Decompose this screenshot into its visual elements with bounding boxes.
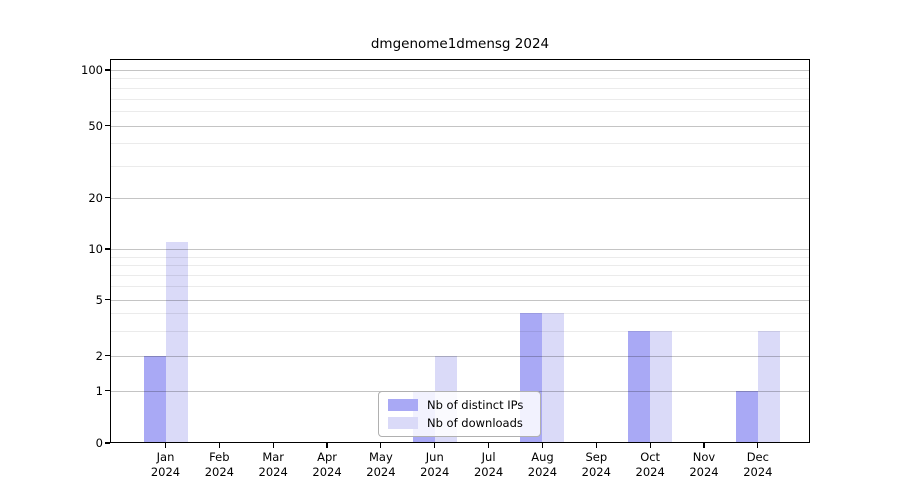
y-tick-mark — [105, 124, 110, 127]
minor-gridline — [111, 330, 809, 332]
x-axis-tick-label: Feb 2024 — [187, 450, 251, 480]
y-axis-tick-label: 10 — [88, 242, 103, 256]
y-axis-tick-label: 50 — [88, 118, 103, 133]
x-axis-tick-label: Jul 2024 — [457, 450, 521, 480]
x-tick-month: Apr — [317, 450, 337, 464]
x-tick-year: 2024 — [420, 465, 450, 479]
major-gridline — [111, 125, 809, 127]
x-tick-month: Jan — [156, 450, 175, 464]
y-tick-mark — [105, 298, 110, 301]
x-tick-mark — [380, 443, 382, 448]
x-tick-year: 2024 — [743, 465, 773, 479]
x-tick-year: 2024 — [581, 465, 611, 479]
minor-gridline — [111, 98, 809, 100]
major-gridline — [111, 355, 809, 357]
legend-label: Nb of distinct IPs — [427, 398, 524, 412]
x-axis-tick-label: Jan 2024 — [134, 450, 198, 480]
minor-gridline — [111, 256, 809, 258]
x-tick-month: Mar — [262, 450, 285, 464]
y-tick-mark — [105, 248, 110, 250]
x-tick-mark — [272, 443, 274, 448]
bar-distinct-ips[interactable] — [735, 390, 758, 443]
y-tick-mark — [105, 354, 110, 357]
legend-item[interactable]: Nb of distinct IPs — [388, 398, 531, 412]
x-tick-year: 2024 — [150, 465, 181, 479]
x-axis-tick-label: Jun 2024 — [403, 450, 467, 480]
x-tick-month: Jun — [425, 450, 444, 464]
bar-downloads[interactable] — [165, 241, 188, 443]
bar-downloads[interactable] — [757, 330, 780, 443]
x-tick-mark — [703, 443, 705, 448]
bar-downloads[interactable] — [542, 313, 565, 443]
x-tick-year: 2024 — [366, 465, 396, 479]
minor-gridline — [111, 87, 809, 89]
x-axis-tick-label: Nov 2024 — [672, 450, 736, 480]
x-tick-month: Nov — [692, 450, 716, 464]
legend-item[interactable]: Nb of downloads — [388, 416, 531, 430]
x-tick-mark — [649, 443, 651, 448]
x-tick-year: 2024 — [258, 465, 288, 479]
y-axis-tick-label: 1 — [95, 383, 103, 398]
major-gridline — [111, 299, 809, 301]
legend-swatch — [388, 417, 418, 429]
x-tick-year: 2024 — [473, 465, 504, 479]
minor-gridline — [111, 286, 809, 288]
major-gridline — [111, 197, 809, 199]
minor-gridline — [111, 143, 809, 145]
y-axis-tick-label: 2 — [95, 348, 103, 363]
x-axis-tick-label: Aug 2024 — [510, 450, 574, 480]
x-tick-month: Sep — [585, 450, 608, 464]
plot-area — [111, 60, 809, 443]
x-tick-month: Aug — [531, 450, 554, 464]
y-axis-tick-label: 100 — [81, 63, 103, 77]
x-tick-mark — [164, 443, 167, 448]
x-axis-tick-label: Dec 2024 — [726, 450, 790, 480]
bar-distinct-ips[interactable] — [628, 330, 651, 443]
y-axis-tick-label: 5 — [95, 292, 103, 307]
chart-title: dmgenome1dmensg 2024 — [370, 36, 550, 52]
minor-gridline — [111, 313, 809, 315]
x-tick-year: 2024 — [689, 465, 719, 479]
minor-gridline — [111, 78, 809, 80]
y-tick-mark — [105, 69, 110, 71]
x-tick-year: 2024 — [204, 465, 234, 479]
x-tick-month: Jul — [481, 450, 496, 464]
x-tick-mark — [218, 443, 220, 448]
x-axis-tick-label: May 2024 — [349, 450, 413, 480]
bar-distinct-ips[interactable] — [143, 355, 166, 443]
legend-label: Nb of downloads — [427, 416, 523, 430]
major-gridline — [111, 249, 809, 250]
minor-gridline — [111, 165, 809, 167]
x-tick-mark — [757, 443, 759, 448]
bar-downloads[interactable] — [650, 330, 673, 443]
y-axis-tick-label: 20 — [88, 190, 103, 205]
x-tick-year: 2024 — [635, 465, 665, 479]
y-tick-mark — [105, 389, 110, 392]
x-tick-month: Feb — [209, 450, 230, 464]
x-tick-year: 2024 — [527, 465, 558, 479]
y-axis-tick-label: 0 — [95, 436, 103, 450]
x-tick-mark — [595, 443, 597, 448]
x-tick-month: Oct — [640, 450, 661, 464]
x-axis-tick-label: Oct 2024 — [618, 450, 682, 480]
y-tick-mark — [105, 442, 110, 444]
minor-gridline — [111, 274, 809, 276]
major-gridline — [111, 70, 809, 71]
x-tick-mark — [541, 443, 544, 448]
x-axis-tick-label: Apr 2024 — [295, 450, 359, 480]
x-tick-month: May — [369, 450, 393, 464]
x-tick-mark — [326, 443, 328, 448]
legend: Nb of distinct IPs Nb of downloads — [378, 391, 541, 437]
y-tick-mark — [105, 196, 110, 199]
x-axis-tick-label: Sep 2024 — [564, 450, 628, 480]
minor-gridline — [111, 110, 809, 112]
minor-gridline — [111, 265, 809, 267]
x-tick-month: Dec — [746, 450, 769, 464]
legend-swatch — [388, 399, 418, 411]
x-tick-mark — [434, 443, 436, 448]
x-axis-tick-label: Mar 2024 — [241, 450, 305, 480]
x-tick-mark — [488, 443, 490, 448]
x-tick-year: 2024 — [312, 465, 342, 479]
